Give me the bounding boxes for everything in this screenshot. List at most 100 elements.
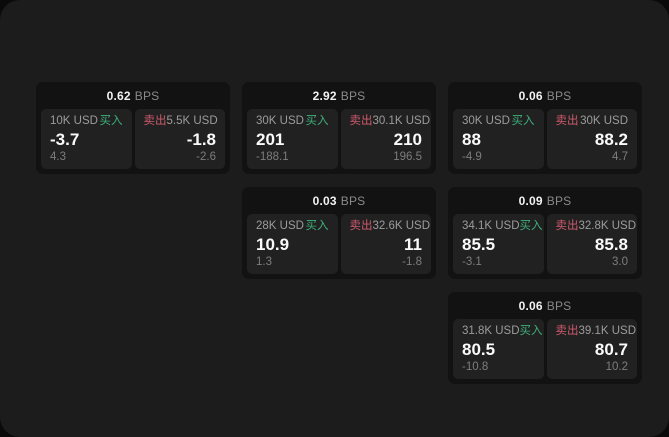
sell-price: -1.8 [186, 130, 216, 149]
sell-amount: 30K USD [580, 115, 628, 127]
buy-panel-header: 34.1K USD 买入 [462, 220, 543, 233]
bps-value: 0.06 [518, 298, 543, 313]
sell-label: 卖出 [349, 220, 373, 232]
sell-panel[interactable]: 卖出 30K USD 88.2 4.7 [546, 109, 637, 169]
bps-unit-label: BPS [546, 88, 572, 103]
buy-panel[interactable]: 30K USD 买入 88 -4.9 [453, 109, 544, 169]
buy-label: 买入 [519, 220, 543, 232]
sell-label: 卖出 [349, 115, 373, 127]
buy-panel-header: 10K USD 买入 [50, 115, 123, 128]
sell-panel[interactable]: 卖出 32.6K USD 11 -1.8 [340, 214, 431, 274]
bps-value: 0.06 [518, 88, 543, 103]
buy-label: 买入 [305, 220, 329, 232]
sell-panel-header: 卖出 39.1K USD [555, 325, 637, 338]
sell-panel[interactable]: 卖出 32.8K USD 85.8 3.0 [546, 214, 637, 274]
buy-delta: -3.1 [462, 256, 482, 268]
quote-body: 30K USD 买入 201 -188.1 卖出 30.1K USD 210 1… [242, 109, 436, 174]
bps-unit-label: BPS [546, 193, 572, 208]
sell-panel-header: 卖出 32.6K USD [349, 220, 431, 233]
buy-panel[interactable]: 31.8K USD 买入 80.5 -10.8 [453, 319, 544, 379]
bps-header: 0.62 BPS [36, 82, 230, 109]
buy-panel-header: 30K USD 买入 [256, 115, 329, 128]
sell-price: 80.7 [594, 340, 628, 359]
sell-price: 88.2 [594, 130, 628, 149]
bps-header: 0.06 BPS [448, 292, 642, 319]
quote-card: 0.06 BPS 31.8K USD 买入 80.5 -10.8 卖出 39.1… [448, 292, 642, 384]
buy-label: 买入 [99, 115, 123, 127]
buy-amount: 34.1K USD [462, 220, 520, 232]
buy-amount: 30K USD [462, 115, 510, 127]
buy-delta: 4.3 [50, 151, 66, 163]
bps-unit-label: BPS [134, 88, 160, 103]
sell-label: 卖出 [555, 325, 579, 337]
sell-amount: 30.1K USD [372, 115, 431, 127]
buy-panel-header: 28K USD 买入 [256, 220, 329, 233]
buy-panel-header: 30K USD 买入 [462, 115, 535, 128]
sell-panel[interactable]: 卖出 30.1K USD 210 196.5 [340, 109, 431, 169]
sell-price: 85.8 [594, 235, 628, 254]
bps-unit-label: BPS [340, 88, 366, 103]
sell-price: 11 [404, 235, 422, 254]
quote-body: 34.1K USD 买入 85.5 -3.1 卖出 32.8K USD 85.8… [448, 214, 642, 279]
sell-panel-header: 卖出 30.1K USD [349, 115, 431, 128]
quote-card: 0.06 BPS 30K USD 买入 88 -4.9 卖出 30K USD [448, 82, 642, 174]
quote-body: 10K USD 买入 -3.7 4.3 卖出 5.5K USD -1.8 -2.… [36, 109, 230, 174]
sell-delta: 10.2 [605, 361, 628, 373]
buy-price: -3.7 [50, 130, 80, 149]
bps-header: 0.09 BPS [448, 187, 642, 214]
buy-panel[interactable]: 10K USD 买入 -3.7 4.3 [41, 109, 132, 169]
buy-price: 80.5 [462, 340, 496, 359]
buy-amount: 30K USD [256, 115, 304, 127]
sell-panel[interactable]: 卖出 5.5K USD -1.8 -2.6 [134, 109, 225, 169]
buy-label: 买入 [305, 115, 329, 127]
buy-delta: -10.8 [462, 361, 489, 373]
buy-amount: 10K USD [50, 115, 98, 127]
bps-value: 0.09 [518, 193, 543, 208]
quote-card: 2.92 BPS 30K USD 买入 201 -188.1 卖出 30.1K … [242, 82, 436, 174]
buy-delta: -4.9 [462, 151, 482, 163]
sell-delta: 196.5 [393, 151, 422, 163]
buy-price: 88 [462, 130, 481, 149]
buy-price: 10.9 [256, 235, 290, 254]
buy-price: 201 [256, 130, 285, 149]
buy-panel-header: 31.8K USD 买入 [462, 325, 543, 338]
sell-delta: 3.0 [612, 256, 628, 268]
sell-amount: 39.1K USD [578, 325, 637, 337]
buy-amount: 31.8K USD [462, 325, 520, 337]
quote-body: 28K USD 买入 10.9 1.3 卖出 32.6K USD 11 -1.8 [242, 214, 436, 279]
sell-delta: -1.8 [402, 256, 422, 268]
bps-header: 2.92 BPS [242, 82, 436, 109]
buy-label: 买入 [519, 325, 543, 337]
bps-value: 2.92 [312, 88, 337, 103]
sell-panel-header: 卖出 30K USD [556, 115, 629, 128]
buy-delta: 1.3 [256, 256, 272, 268]
sell-label: 卖出 [143, 115, 167, 127]
buy-panel[interactable]: 28K USD 买入 10.9 1.3 [247, 214, 338, 274]
sell-label: 卖出 [555, 115, 579, 127]
bps-unit-label: BPS [546, 298, 572, 313]
quote-card: 0.09 BPS 34.1K USD 买入 85.5 -3.1 卖出 32.8K… [448, 187, 642, 279]
bps-unit-label: BPS [340, 193, 366, 208]
quote-body: 30K USD 买入 88 -4.9 卖出 30K USD 88.2 4.7 [448, 109, 642, 174]
buy-panel[interactable]: 34.1K USD 买入 85.5 -3.1 [453, 214, 544, 274]
bps-header: 0.06 BPS [448, 82, 642, 109]
sell-amount: 32.6K USD [372, 220, 431, 232]
buy-panel[interactable]: 30K USD 买入 201 -188.1 [247, 109, 338, 169]
sell-amount: 32.8K USD [578, 220, 637, 232]
quote-card: 0.62 BPS 10K USD 买入 -3.7 4.3 卖出 5.5K USD [36, 82, 230, 174]
quote-body: 31.8K USD 买入 80.5 -10.8 卖出 39.1K USD 80.… [448, 319, 642, 384]
quote-card: 0.03 BPS 28K USD 买入 10.9 1.3 卖出 32.6K US… [242, 187, 436, 279]
bps-value: 0.03 [312, 193, 337, 208]
sell-label: 卖出 [555, 220, 579, 232]
sell-panel[interactable]: 卖出 39.1K USD 80.7 10.2 [546, 319, 637, 379]
sell-delta: 4.7 [612, 151, 628, 163]
buy-price: 85.5 [462, 235, 496, 254]
sell-panel-header: 卖出 5.5K USD [143, 115, 218, 128]
buy-amount: 28K USD [256, 220, 304, 232]
sell-amount: 5.5K USD [166, 115, 218, 127]
buy-delta: -188.1 [256, 151, 289, 163]
sell-panel-header: 卖出 32.8K USD [555, 220, 637, 233]
sell-delta: -2.6 [196, 151, 216, 163]
